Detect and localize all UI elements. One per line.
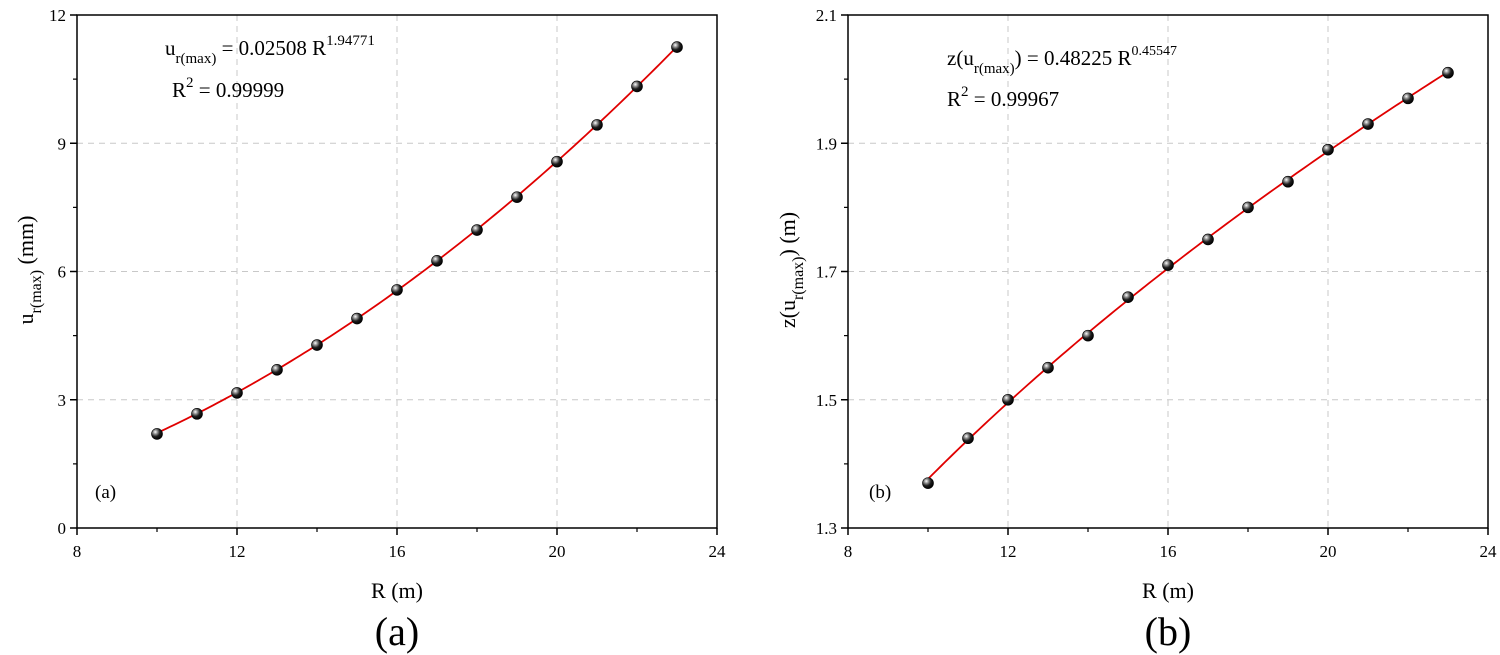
- data-point: [1442, 66, 1454, 79]
- y-tick-label: 6: [58, 263, 67, 282]
- y-tick-label: 1.5: [816, 391, 837, 410]
- data-point: [191, 408, 203, 420]
- data-point: [591, 119, 603, 131]
- panel-tag-a: (a): [95, 482, 116, 503]
- data-point: [962, 432, 974, 445]
- y-tick-label: 0: [58, 519, 67, 538]
- data-point: [1042, 361, 1054, 374]
- data-point: [671, 41, 683, 53]
- r2-label-b: R: [947, 87, 961, 111]
- equation-lhs-a: u: [165, 36, 176, 60]
- x-tick-label: 24: [1480, 542, 1498, 561]
- x-tick-label: 20: [549, 542, 566, 561]
- data-point: [1122, 291, 1134, 303]
- fit-line: [156, 45, 678, 434]
- data-point: [511, 191, 523, 203]
- axes-a: 8 12 16 20 24 0 3 6 9 12: [49, 6, 726, 561]
- equation-line-1-a: ur(max) = 0.02508 R1.94771: [165, 33, 375, 67]
- axes-b: 8 12 16 20 24 1.3 1.5 1.7 1.9 2.1: [816, 6, 1497, 561]
- x-tick-label: 24: [709, 542, 727, 561]
- markers-b: [922, 66, 1454, 489]
- data-point: [431, 255, 443, 267]
- equation-line-2-a: R2 = 0.99999: [172, 75, 284, 102]
- x-axis-title-a: R (m): [371, 578, 423, 603]
- caption-a: (a): [375, 609, 419, 654]
- r2-label-a: R: [172, 78, 186, 102]
- y-tick-label: 1.9: [816, 134, 837, 153]
- data-point: [1362, 118, 1374, 130]
- data-point: [391, 284, 403, 296]
- y-axis-title-a: ur(max) (mm): [13, 216, 45, 325]
- x-tick-label: 12: [229, 542, 246, 561]
- data-point: [1242, 201, 1254, 214]
- equation-rhs-a: = 0.02508 R: [216, 36, 326, 60]
- data-point: [551, 155, 563, 168]
- data-point: [151, 428, 163, 440]
- grid-b: [848, 15, 1488, 528]
- data-point: [471, 224, 483, 236]
- fit-line: [927, 71, 1449, 480]
- markers-a: [151, 41, 683, 440]
- r2-sup-b: 2: [961, 84, 969, 100]
- data-point: [1162, 259, 1174, 271]
- equation-line-2-b: R2 = 0.99967: [947, 84, 1059, 111]
- y-axis-title-sub-a: r(max): [28, 270, 45, 314]
- data-point: [1002, 393, 1014, 406]
- equation-line-1-b: z(ur(max)) = 0.48225 R0.45547: [947, 44, 1177, 77]
- r2-value-b: = 0.99967: [969, 87, 1060, 111]
- y-axis-title-sub-b: r(max): [790, 256, 807, 300]
- y-axis-title-main-a: u: [13, 313, 38, 324]
- equation-exponent-a: 1.94771: [326, 33, 375, 49]
- y-tick-label: 2.1: [816, 6, 837, 25]
- data-point: [311, 339, 323, 351]
- data-point: [351, 312, 363, 325]
- x-tick-label: 8: [844, 542, 853, 561]
- equation-lhs-sub-b: r(max): [974, 61, 1015, 77]
- equation-rhs-b: ) = 0.48225 R: [1015, 46, 1132, 70]
- data-point: [231, 387, 243, 399]
- data-point: [271, 364, 283, 376]
- caption-b: (b): [1145, 609, 1192, 654]
- data-point: [631, 80, 643, 93]
- r2-value-a: = 0.99999: [194, 78, 285, 102]
- x-tick-label: 20: [1320, 542, 1337, 561]
- panel-tag-b: (b): [869, 482, 891, 503]
- data-point: [1202, 233, 1214, 246]
- y-axis-title-unit-b: ) (m): [775, 212, 800, 257]
- data-point: [1082, 329, 1094, 342]
- y-axis-title-unit-a: (mm): [13, 216, 38, 270]
- grid-a: [77, 15, 717, 528]
- data-point: [922, 477, 934, 489]
- x-tick-label: 12: [1000, 542, 1017, 561]
- y-tick-label: 3: [58, 391, 67, 410]
- x-tick-label: 8: [73, 542, 82, 561]
- data-point: [1322, 143, 1334, 156]
- y-tick-label: 1.3: [816, 519, 837, 538]
- data-point: [1402, 92, 1414, 105]
- x-tick-label: 16: [1160, 542, 1177, 561]
- data-point: [1282, 175, 1294, 188]
- y-tick-label: 9: [58, 134, 67, 153]
- equation-lhs-sub-a: r(max): [176, 51, 217, 67]
- fit-curve-b: [927, 71, 1449, 480]
- y-tick-label: 12: [49, 6, 66, 25]
- x-axis-title-b: R (m): [1142, 578, 1194, 603]
- y-tick-label: 1.7: [816, 263, 838, 282]
- y-axis-title-main-b: z(u: [775, 300, 800, 328]
- equation-exponent-b: 0.45547: [1131, 44, 1177, 59]
- r2-sup-a: 2: [186, 75, 194, 91]
- y-axis-title-b: z(ur(max)) (m): [775, 212, 807, 328]
- chart-panel-b: 8 12 16 20 241.31.51.71.92.1 z(ur(max)) = 0.…: [775, 6, 1497, 654]
- fit-curve-a: [156, 45, 678, 434]
- x-tick-label: 16: [389, 542, 406, 561]
- equation-lhs-b: z(u: [947, 46, 974, 70]
